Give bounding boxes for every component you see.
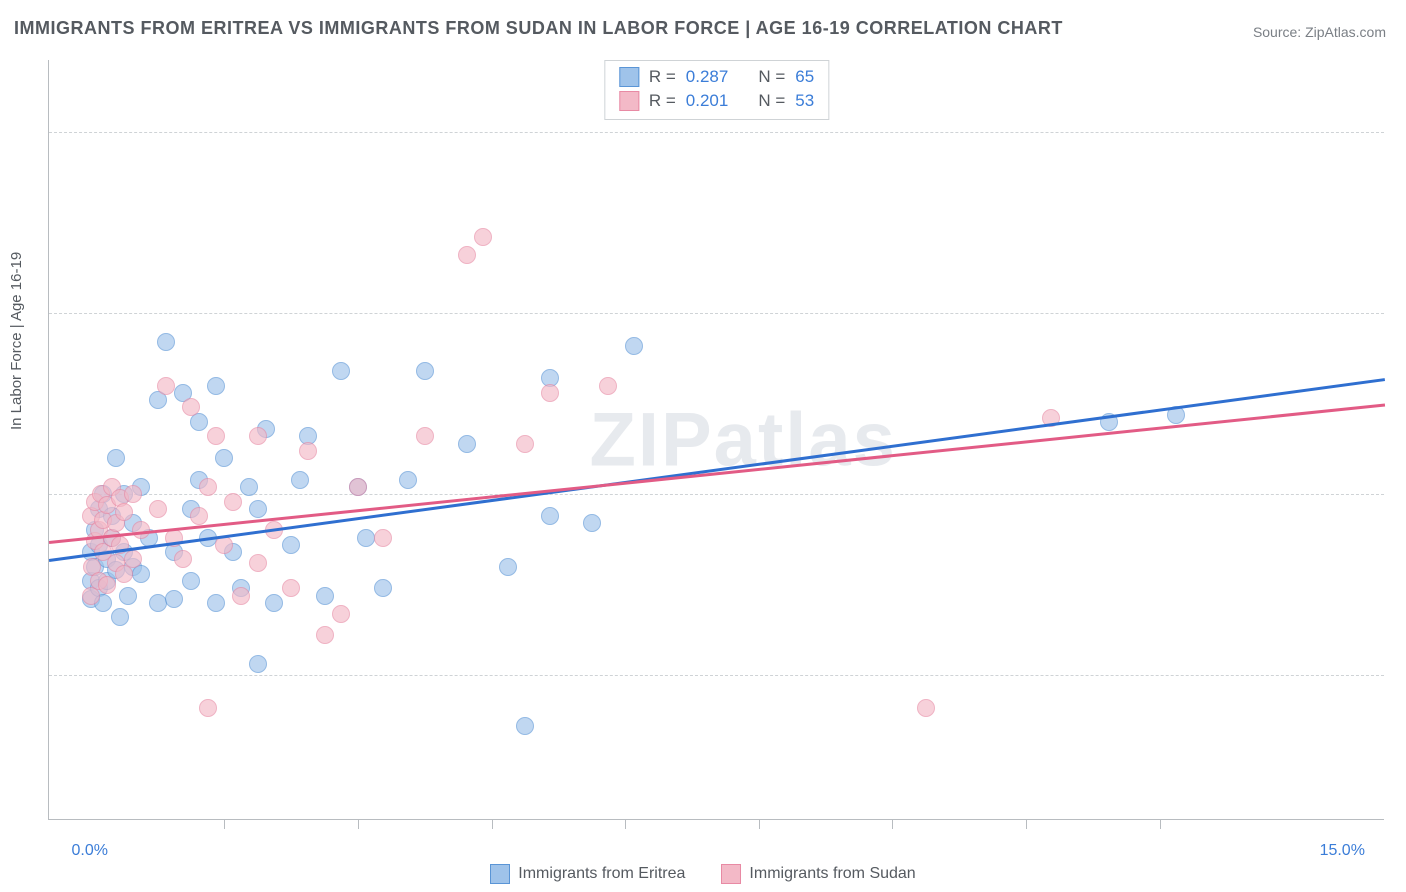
dot-sudan	[190, 507, 208, 525]
dot-eritrea	[207, 377, 225, 395]
swatch-sudan-icon	[721, 864, 741, 884]
dot-sudan	[249, 427, 267, 445]
x-tick-label: 0.0%	[72, 842, 108, 860]
dot-eritrea	[265, 594, 283, 612]
x-tick-mark	[625, 819, 626, 829]
dot-eritrea	[332, 362, 350, 380]
dot-eritrea	[182, 572, 200, 590]
plot-area: ZIPatlas R = 0.287 N = 65 R = 0.201 N = …	[48, 60, 1384, 820]
dot-sudan	[207, 427, 225, 445]
x-tick-mark	[1160, 819, 1161, 829]
dot-eritrea	[149, 594, 167, 612]
dot-sudan	[232, 587, 250, 605]
dot-sudan	[115, 503, 133, 521]
dot-eritrea	[458, 435, 476, 453]
grid-line-horizontal	[49, 313, 1384, 314]
dot-sudan	[182, 398, 200, 416]
dot-eritrea	[291, 471, 309, 489]
dot-sudan	[349, 478, 367, 496]
dot-sudan	[199, 478, 217, 496]
dot-eritrea	[357, 529, 375, 547]
x-tick-mark	[224, 819, 225, 829]
x-tick-mark	[892, 819, 893, 829]
dot-sudan	[917, 699, 935, 717]
series-legend: Immigrants from Eritrea Immigrants from …	[0, 864, 1406, 884]
dot-sudan	[458, 246, 476, 264]
dot-sudan	[599, 377, 617, 395]
source-attribution: Source: ZipAtlas.com	[1253, 24, 1386, 40]
dot-sudan	[124, 550, 142, 568]
legend-row-sudan: R = 0.201 N = 53	[619, 89, 814, 113]
x-tick-mark	[492, 819, 493, 829]
dot-eritrea	[107, 449, 125, 467]
dot-sudan	[299, 442, 317, 460]
legend-item-eritrea: Immigrants from Eritrea	[490, 864, 685, 884]
dot-eritrea	[111, 608, 129, 626]
dot-sudan	[516, 435, 534, 453]
dot-sudan	[249, 554, 267, 572]
x-tick-mark	[358, 819, 359, 829]
dot-eritrea	[249, 500, 267, 518]
chart-container: IMMIGRANTS FROM ERITREA VS IMMIGRANTS FR…	[0, 0, 1406, 892]
correlation-legend: R = 0.287 N = 65 R = 0.201 N = 53	[604, 60, 829, 120]
grid-line-horizontal	[49, 132, 1384, 133]
dot-sudan	[157, 377, 175, 395]
x-tick-mark	[759, 819, 760, 829]
dot-eritrea	[119, 587, 137, 605]
dot-sudan	[282, 579, 300, 597]
dot-eritrea	[625, 337, 643, 355]
n-value-eritrea: 65	[795, 67, 814, 87]
dot-eritrea	[399, 471, 417, 489]
legend-label-sudan: Immigrants from Sudan	[749, 865, 915, 883]
swatch-eritrea	[619, 67, 639, 87]
dot-sudan	[199, 699, 217, 717]
chart-title: IMMIGRANTS FROM ERITREA VS IMMIGRANTS FR…	[14, 18, 1063, 39]
dot-sudan	[541, 384, 559, 402]
dot-sudan	[224, 493, 242, 511]
dot-sudan	[474, 228, 492, 246]
dot-eritrea	[249, 655, 267, 673]
dot-sudan	[416, 427, 434, 445]
dot-eritrea	[282, 536, 300, 554]
x-tick-label: 15.0%	[1320, 842, 1365, 860]
r-label: R =	[649, 67, 676, 87]
dot-sudan	[215, 536, 233, 554]
trendline-eritrea	[49, 378, 1385, 561]
trendline-sudan	[49, 404, 1385, 544]
legend-item-sudan: Immigrants from Sudan	[721, 864, 915, 884]
dot-eritrea	[207, 594, 225, 612]
legend-row-eritrea: R = 0.287 N = 65	[619, 65, 814, 89]
grid-line-horizontal	[49, 675, 1384, 676]
dot-eritrea	[516, 717, 534, 735]
dot-sudan	[332, 605, 350, 623]
dot-eritrea	[374, 579, 392, 597]
dot-eritrea	[165, 590, 183, 608]
r-label: R =	[649, 91, 676, 111]
n-label: N =	[758, 91, 785, 111]
x-tick-mark	[1026, 819, 1027, 829]
dot-eritrea	[583, 514, 601, 532]
n-label: N =	[758, 67, 785, 87]
dot-eritrea	[240, 478, 258, 496]
dot-sudan	[374, 529, 392, 547]
dot-sudan	[124, 485, 142, 503]
legend-label-eritrea: Immigrants from Eritrea	[518, 865, 685, 883]
dot-sudan	[98, 576, 116, 594]
dot-eritrea	[157, 333, 175, 351]
dot-sudan	[174, 550, 192, 568]
dot-eritrea	[416, 362, 434, 380]
y-axis-label: In Labor Force | Age 16-19	[8, 252, 25, 430]
n-value-sudan: 53	[795, 91, 814, 111]
dot-eritrea	[541, 507, 559, 525]
swatch-eritrea-icon	[490, 864, 510, 884]
swatch-sudan	[619, 91, 639, 111]
dot-eritrea	[316, 587, 334, 605]
r-value-sudan: 0.201	[686, 91, 729, 111]
dot-eritrea	[499, 558, 517, 576]
dot-eritrea	[215, 449, 233, 467]
dot-sudan	[316, 626, 334, 644]
dot-sudan	[149, 500, 167, 518]
r-value-eritrea: 0.287	[686, 67, 729, 87]
